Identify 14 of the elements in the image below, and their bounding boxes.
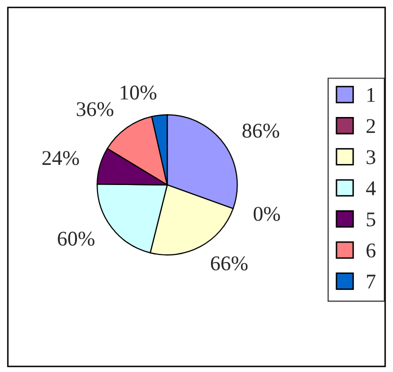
data-label: 36%	[76, 102, 114, 116]
legend-label: 1	[367, 88, 375, 102]
data-label: 86%	[242, 124, 280, 138]
legend-label: 6	[366, 244, 376, 258]
data-label: 10%	[120, 86, 156, 100]
legend-label: 3	[366, 150, 376, 164]
legend-label: 5	[366, 212, 376, 226]
data-label: 24%	[42, 151, 79, 166]
data-label: 60%	[58, 232, 94, 246]
legend-label: 2	[366, 119, 375, 133]
legend-label: 7	[367, 274, 376, 288]
legend-label: 4	[366, 181, 376, 196]
text: 0%	[254, 206, 280, 221]
data-label: 66%	[210, 256, 248, 270]
